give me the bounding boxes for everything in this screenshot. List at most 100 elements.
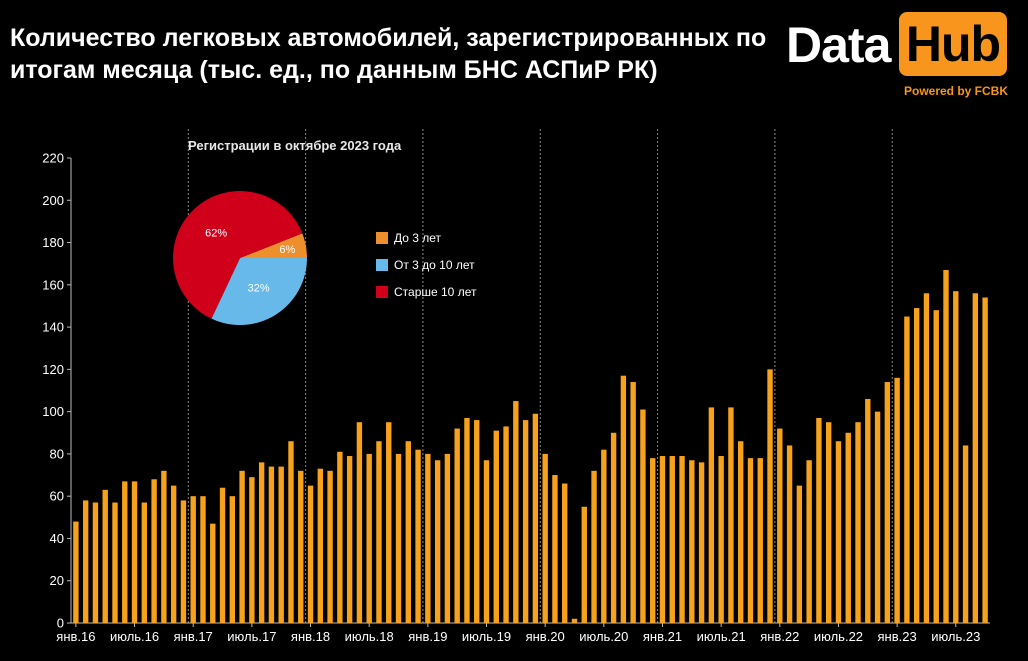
bar	[82, 500, 89, 623]
bar	[258, 462, 265, 623]
bar	[923, 293, 930, 623]
x-tick-label: июль.17	[227, 629, 276, 644]
bar	[464, 417, 470, 623]
bar	[767, 369, 773, 623]
bar	[796, 485, 803, 623]
legend-item-3-to-10: От 3 до 10 лет	[376, 255, 476, 274]
y-tick-label: 60	[50, 489, 64, 504]
bar	[913, 308, 920, 623]
bar	[874, 411, 881, 623]
bar	[581, 506, 587, 623]
bar	[777, 428, 783, 623]
logo-data-text: Data	[786, 17, 891, 73]
x-tick-label: июль.19	[462, 629, 511, 644]
bar	[953, 291, 959, 623]
bar	[982, 297, 988, 623]
chart-title: Количество легковых автомобилей, зарегис…	[10, 24, 767, 84]
bar	[288, 441, 294, 623]
bar	[454, 428, 460, 623]
bar	[845, 432, 851, 623]
y-tick-label: 80	[50, 446, 64, 461]
bar	[640, 409, 646, 623]
bar	[513, 401, 519, 623]
bar	[327, 470, 333, 623]
logo-powered-text: Powered by FCBK	[903, 84, 1008, 98]
y-tick-label: 200	[42, 193, 64, 208]
bar	[659, 456, 666, 623]
y-tick-label: 140	[42, 320, 64, 335]
bar	[356, 422, 363, 623]
x-tick-label: янв.18	[291, 629, 330, 644]
bar	[405, 441, 411, 623]
bar	[210, 523, 216, 623]
bar	[298, 470, 304, 623]
bar	[865, 398, 871, 623]
bar	[249, 477, 255, 623]
bar	[112, 502, 118, 623]
pie-slice	[240, 233, 307, 258]
bar	[386, 422, 392, 623]
pie-slice	[211, 258, 307, 325]
bar	[278, 466, 284, 623]
pie-slice-label: 6%	[279, 244, 295, 256]
x-tick-label: янв.23	[878, 629, 917, 644]
pie-legend: До 3 лет От 3 до 10 лет Старше 10 лет	[376, 228, 476, 309]
bar	[679, 456, 685, 623]
bar	[552, 475, 558, 623]
bar	[650, 458, 656, 623]
bar	[317, 468, 323, 623]
x-tick-label: июль.18	[345, 629, 394, 644]
logo-hub-text: Hub	[899, 12, 1007, 76]
bar	[307, 485, 314, 623]
pie-slice-label: 62%	[205, 228, 227, 240]
bar	[268, 466, 275, 623]
bar	[366, 453, 372, 623]
bar	[610, 432, 617, 623]
bar	[601, 449, 607, 623]
x-tick-label: янв.19	[408, 629, 447, 644]
bar	[180, 500, 187, 623]
x-tick-label: июль.21	[697, 629, 746, 644]
bar	[229, 496, 236, 623]
pie-slice-label: 32%	[248, 282, 270, 294]
bar	[728, 407, 734, 623]
legend-swatch	[376, 258, 388, 271]
legend-swatch	[376, 285, 388, 298]
bar	[806, 460, 812, 623]
legend-swatch	[376, 231, 388, 244]
x-tick-label: июль.20	[579, 629, 628, 644]
bar	[434, 460, 441, 623]
y-tick-label: 120	[42, 362, 64, 377]
bar	[562, 483, 568, 623]
bar	[395, 453, 402, 623]
x-tick-label: янв.20	[526, 629, 565, 644]
x-tick-label: июль.22	[814, 629, 863, 644]
pie-slice	[172, 190, 303, 319]
bar	[786, 445, 793, 623]
y-tick-label: 160	[42, 277, 64, 292]
bar	[689, 460, 695, 623]
bar	[73, 521, 79, 623]
x-tick-label: июль.16	[110, 629, 159, 644]
bar	[200, 496, 206, 623]
bar	[161, 470, 167, 623]
bar	[962, 445, 969, 623]
x-tick-label: янв.16	[56, 629, 95, 644]
bar	[151, 479, 157, 623]
bar	[904, 316, 910, 623]
bar	[102, 489, 108, 623]
bar	[483, 460, 490, 623]
bar	[503, 426, 509, 623]
y-tick-label: 40	[50, 531, 64, 546]
bar	[571, 618, 578, 623]
bar	[141, 502, 148, 623]
bar	[747, 458, 754, 623]
legend-item-under-3: До 3 лет	[376, 228, 476, 247]
bar	[376, 441, 382, 623]
bar	[669, 456, 675, 623]
x-tick-label: янв.22	[760, 629, 799, 644]
bar	[92, 502, 99, 623]
bar	[131, 481, 138, 623]
y-tick-label: 20	[50, 573, 64, 588]
bar	[542, 453, 548, 623]
